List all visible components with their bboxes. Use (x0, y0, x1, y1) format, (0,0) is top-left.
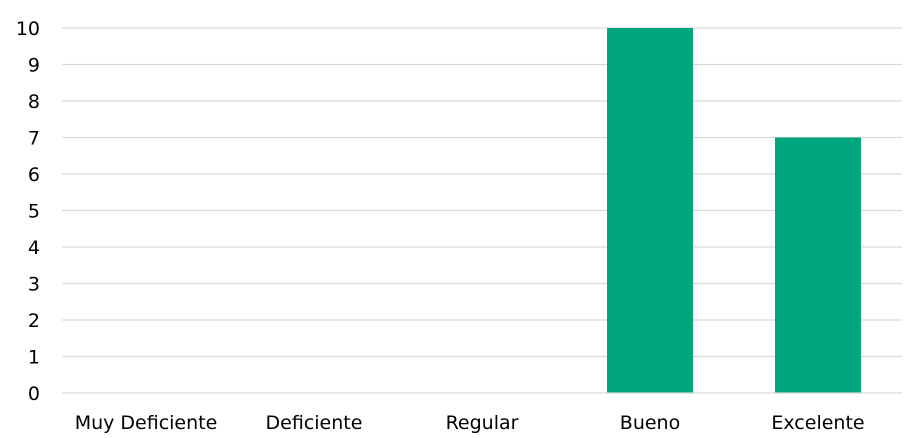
y-tick-label: 10 (16, 18, 40, 40)
x-tick-label: Excelente (771, 412, 864, 434)
y-tick-label: 5 (28, 201, 40, 223)
y-tick-label: 9 (28, 55, 40, 77)
bar-bueno (607, 28, 693, 393)
y-tick-label: 3 (28, 274, 40, 296)
gridlines (62, 27, 902, 358)
bar-excelente (775, 137, 861, 393)
x-axis-tick-labels: Muy Deficiente Deficiente Regular Bueno Exce… (75, 412, 865, 434)
y-axis-tick-labels: 0 1 2 3 4 5 6 7 8 9 10 (16, 18, 40, 405)
y-tick-label: 6 (28, 164, 40, 186)
y-tick-label: 4 (28, 237, 40, 259)
y-tick-label: 8 (28, 91, 40, 113)
y-tick-label: 0 (28, 383, 40, 405)
x-tick-label: Bueno (620, 412, 680, 434)
x-tick-label: Deficiente (266, 412, 363, 434)
y-tick-label: 7 (28, 128, 40, 150)
x-tick-label: Muy Deficiente (75, 412, 218, 434)
x-tick-label: Regular (446, 412, 519, 434)
y-tick-label: 1 (28, 347, 40, 369)
y-tick-label: 2 (28, 310, 40, 332)
bars (607, 28, 861, 393)
